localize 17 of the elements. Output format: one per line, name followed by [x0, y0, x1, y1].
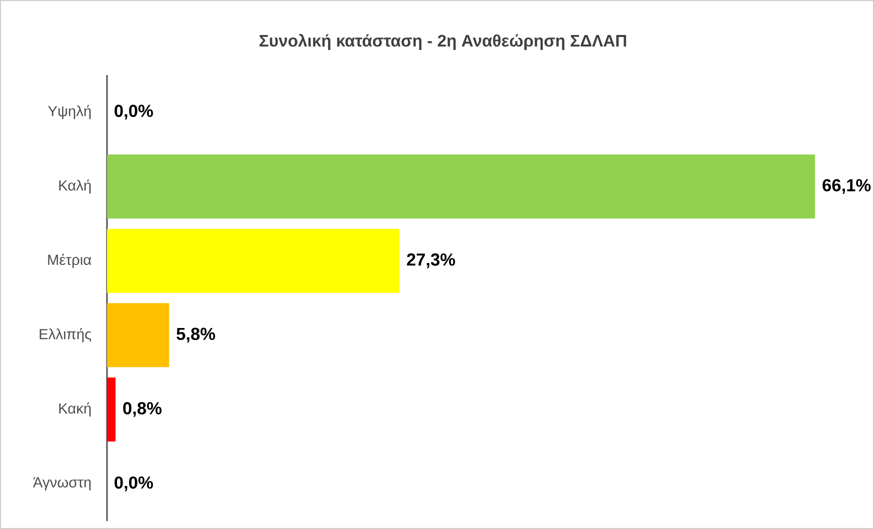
bar [106, 303, 170, 368]
y-tick-label: Άγνωστη [32, 477, 91, 490]
data-label: 0,0% [114, 104, 153, 120]
y-tick-label: Κακή [59, 402, 91, 417]
y-tick-label: Ελλιπής [40, 328, 92, 342]
y-tick-label: Υψηλή [48, 105, 91, 120]
chart-title: Συνολική κατάσταση - 2η Αναθεώρηση ΣΔΛΑΠ [260, 34, 626, 50]
data-label: 0,0% [114, 476, 153, 492]
y-tick-label: Μέτρια [48, 254, 92, 268]
bar [106, 228, 400, 293]
bar [106, 154, 816, 218]
data-label: 27,3% [406, 253, 456, 268]
y-tick-label: Καλή [59, 179, 91, 194]
bar [106, 378, 116, 442]
data-label: 5,8% [176, 328, 216, 343]
data-label: 66,1% [822, 179, 871, 194]
data-label: 0,8% [123, 402, 162, 417]
